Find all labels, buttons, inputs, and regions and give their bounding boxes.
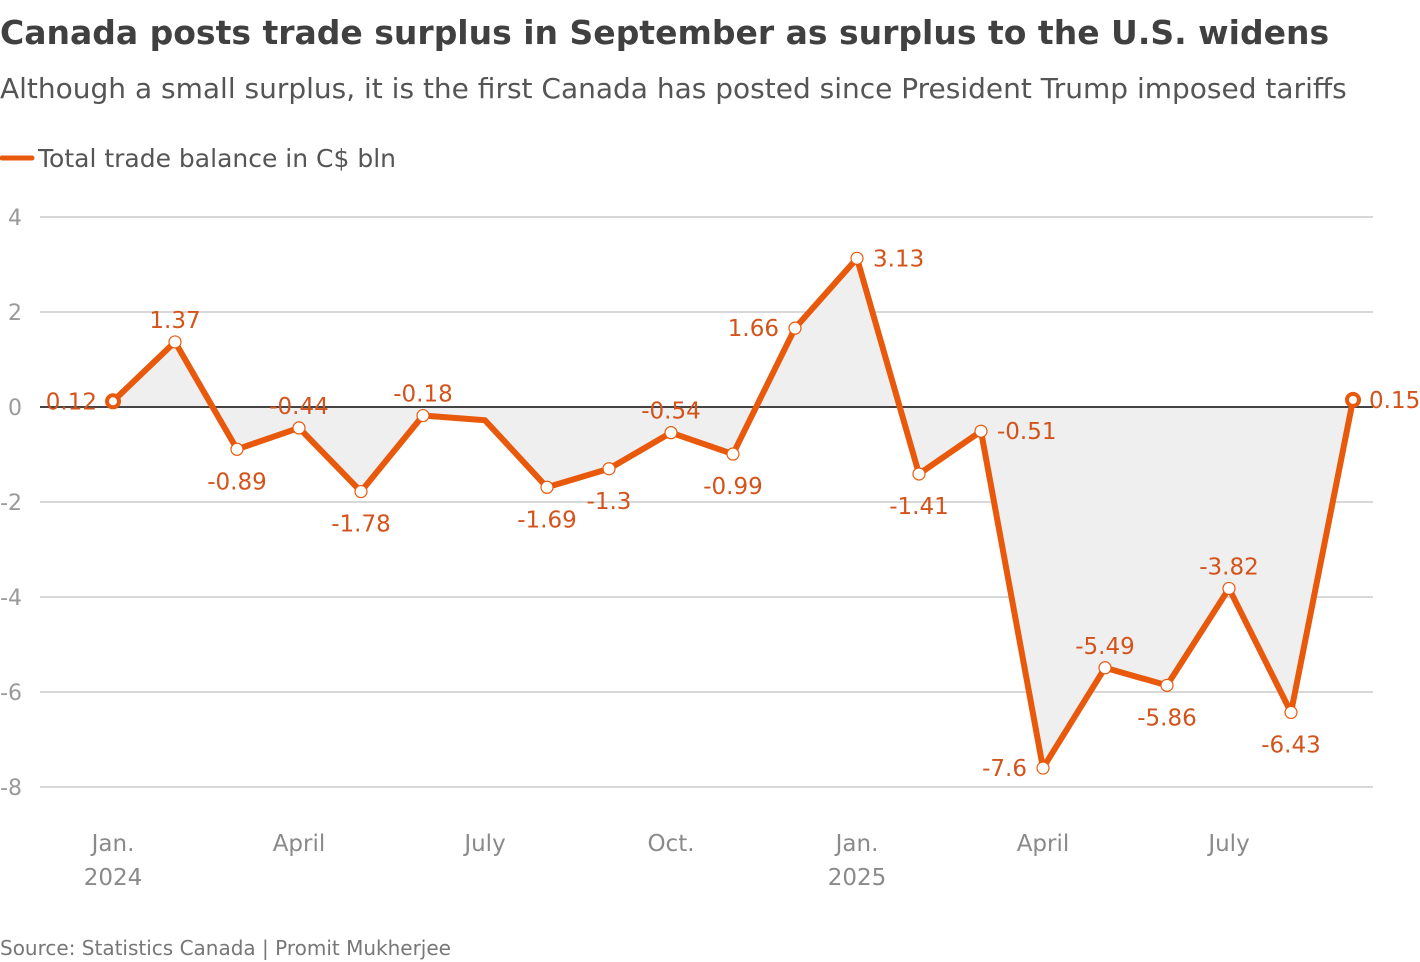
- chart-subtitle: Although a small surplus, it is the firs…: [0, 72, 1347, 105]
- data-label: 3.13: [873, 246, 924, 272]
- data-point: [540, 480, 554, 494]
- legend-label: Total trade balance in C$ bln: [37, 144, 396, 173]
- y-tick-label: -4: [0, 586, 22, 611]
- data-point: [292, 421, 306, 435]
- data-point: [105, 393, 121, 410]
- data-point: [1036, 761, 1050, 775]
- data-label: -3.82: [1199, 554, 1259, 580]
- data-label: -0.54: [641, 399, 701, 425]
- x-tick-label: Oct.: [647, 831, 694, 857]
- data-point: [726, 447, 740, 461]
- chart-title: Canada posts trade surplus in September …: [0, 13, 1329, 52]
- data-label: -0.18: [393, 382, 453, 408]
- data-label: -7.6: [982, 756, 1027, 782]
- y-tick-label: -2: [0, 491, 22, 516]
- data-point: [974, 424, 988, 438]
- y-tick-label: 4: [8, 206, 22, 231]
- data-label: -5.49: [1075, 634, 1135, 660]
- data-label: -5.86: [1137, 705, 1197, 731]
- y-tick-label: 2: [8, 301, 22, 326]
- data-point: [230, 442, 244, 456]
- data-point: [1222, 581, 1236, 596]
- data-label: -1.41: [889, 494, 949, 520]
- data-label: -1.3: [587, 489, 632, 515]
- data-point: [1160, 678, 1174, 692]
- x-tick-label: Jan.: [90, 831, 135, 857]
- x-tick-label: Jan.: [834, 831, 879, 857]
- x-tick-label: July: [1206, 831, 1249, 857]
- data-point: [168, 335, 182, 349]
- data-label: -1.78: [331, 512, 391, 538]
- data-label: -0.99: [703, 474, 763, 500]
- x-tick-year-label: 2025: [828, 865, 887, 891]
- legend: Total trade balance in C$ bln: [0, 144, 396, 173]
- data-point: [912, 467, 926, 481]
- y-tick-label: -8: [0, 776, 22, 801]
- data-point: [1284, 705, 1298, 720]
- area-fill: [113, 258, 1353, 768]
- y-tick-label: 0: [8, 396, 22, 421]
- data-label: -0.89: [207, 469, 267, 495]
- y-tick-label: -6: [0, 681, 22, 706]
- x-tick-label: July: [462, 831, 505, 857]
- x-tick-label: April: [1017, 831, 1070, 857]
- x-tick-year-label: 2024: [84, 865, 143, 891]
- data-label: 1.66: [728, 316, 779, 342]
- data-point: [850, 251, 864, 265]
- data-label: 0.15: [1369, 388, 1420, 414]
- data-point: [1345, 391, 1361, 408]
- data-point: [354, 484, 368, 499]
- data-label: 1.37: [149, 308, 200, 334]
- data-point: [664, 426, 678, 440]
- data-point: [416, 408, 430, 423]
- data-point: [788, 321, 802, 335]
- data-point: [602, 462, 616, 476]
- data-label: -1.69: [517, 507, 577, 533]
- data-point: [1098, 661, 1112, 675]
- data-label: -0.44: [269, 394, 329, 420]
- source-note: Source: Statistics Canada | Promit Mukhe…: [0, 936, 451, 960]
- x-tick-label: April: [273, 831, 326, 857]
- data-label: -0.51: [997, 419, 1057, 445]
- data-label: -6.43: [1261, 732, 1321, 758]
- data-label: 0.12: [46, 389, 97, 415]
